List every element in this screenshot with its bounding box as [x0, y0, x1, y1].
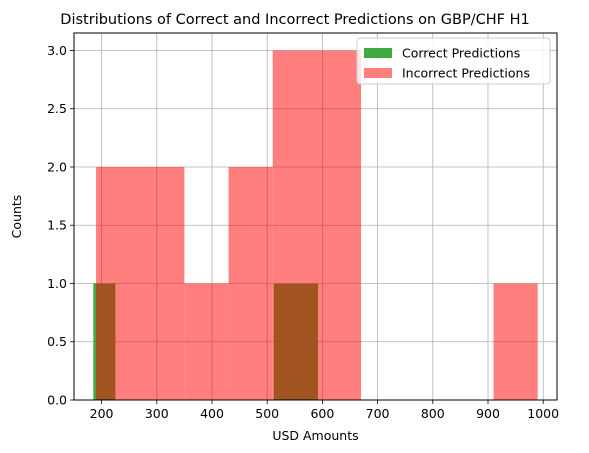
incorrect-bar [184, 283, 229, 400]
y-tick-label: 2.5 [47, 101, 67, 116]
axis-ticks: 200 300 400 500 600 700 800 900 1000 0.0 0.5 1.0 1.5… [47, 43, 559, 421]
incorrect-bar [228, 166, 273, 400]
incorrect-bar [272, 50, 362, 400]
x-tick-label: 300 [145, 406, 169, 421]
x-tick-label: 800 [421, 406, 445, 421]
y-tick-label: 3.0 [47, 43, 67, 58]
y-tick-label: 2.0 [47, 159, 67, 174]
x-tick-label: 600 [310, 406, 334, 421]
y-tick-label: 1.5 [47, 218, 67, 233]
histogram-bars [93, 50, 538, 400]
legend-box [356, 37, 551, 85]
chart-title: Distributions of Correct and Incorrect P… [60, 12, 529, 28]
y-tick-label: 1.0 [47, 276, 67, 291]
x-tick-label: 1000 [527, 406, 559, 421]
legend-label: Incorrect Predictions [402, 66, 530, 81]
legend-swatch [364, 48, 392, 58]
x-axis-label: USD Amounts [272, 428, 358, 443]
x-tick-label: 400 [200, 406, 224, 421]
x-tick-label: 200 [90, 406, 114, 421]
legend-swatch [364, 68, 392, 78]
incorrect-bar [493, 283, 538, 400]
plot-frame [73, 32, 558, 401]
x-tick-label: 500 [255, 406, 279, 421]
x-tick-label: 700 [366, 406, 390, 421]
y-tick-label: 0.5 [47, 334, 67, 349]
legend: Correct Predictions Incorrect Predictions [356, 37, 551, 85]
legend-label: Correct Predictions [402, 46, 520, 61]
y-axis-label: Counts [9, 195, 24, 239]
x-tick-label: 900 [476, 406, 500, 421]
incorrect-bar [96, 166, 185, 400]
y-tick-label: 0.0 [47, 393, 67, 408]
